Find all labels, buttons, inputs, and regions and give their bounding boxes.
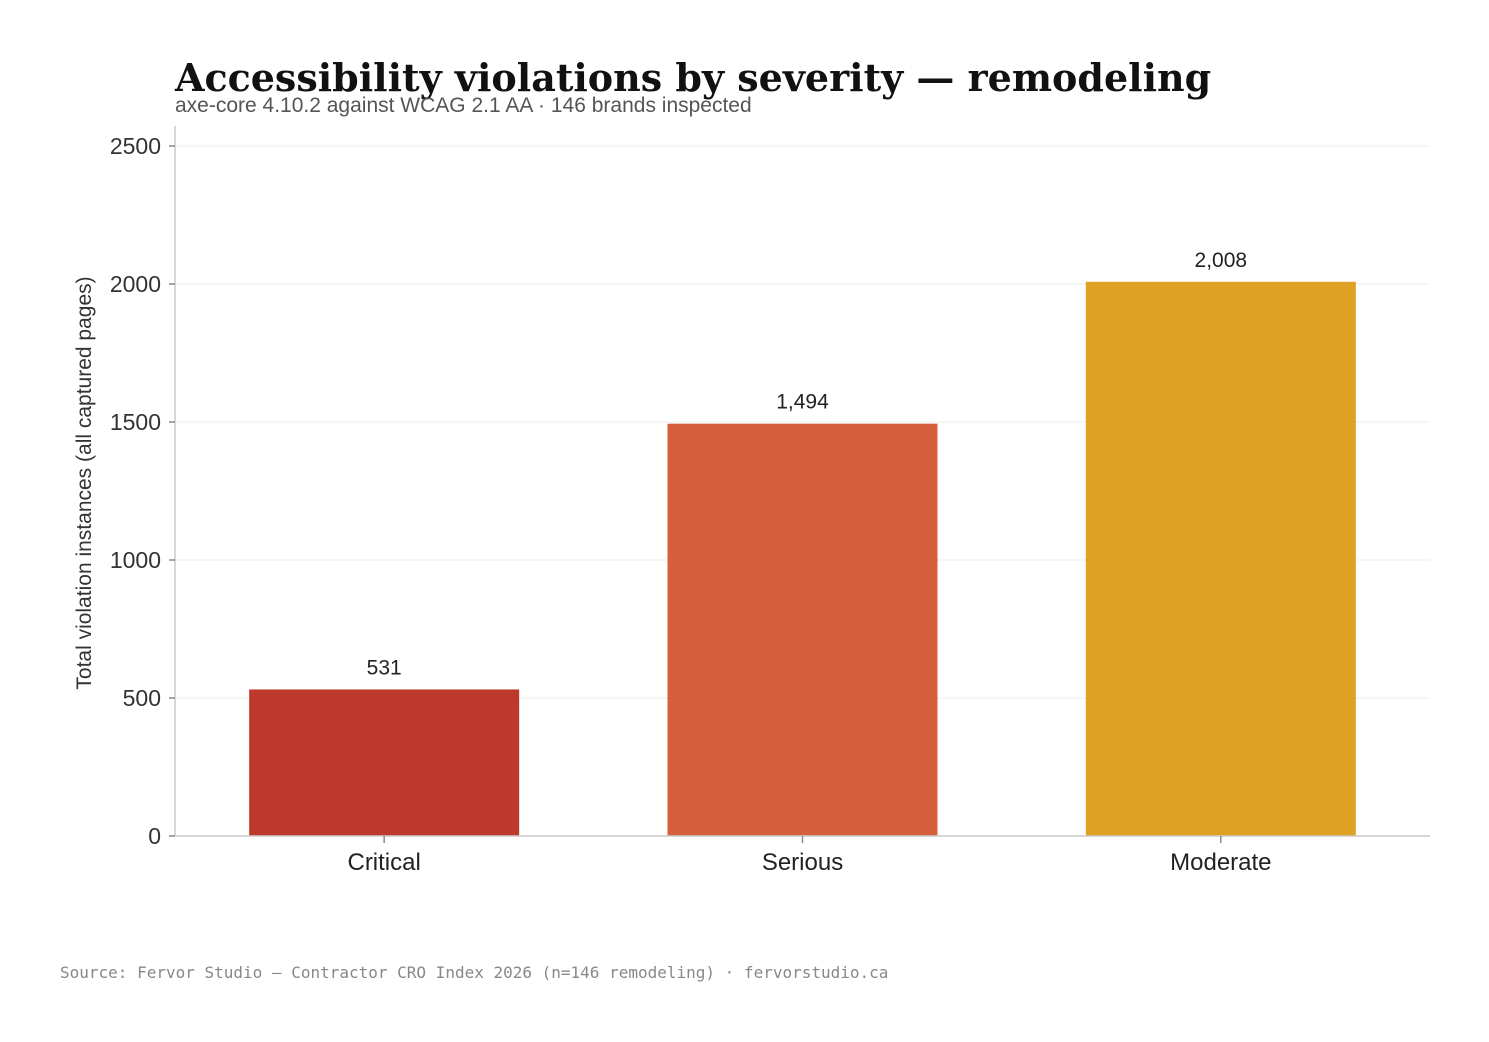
chart-subtitle: axe-core 4.10.2 against WCAG 2.1 AA · 14… — [175, 94, 752, 117]
y-tick-label: 2000 — [110, 271, 161, 297]
y-tick-label: 500 — [123, 685, 161, 711]
y-tick-label: 1500 — [110, 409, 161, 435]
data-label: 2,008 — [1195, 249, 1248, 272]
y-tick-label: 2500 — [110, 133, 161, 159]
bar-serious — [667, 423, 938, 836]
bars — [249, 281, 1356, 836]
chart-title: Accessibility violations by severity — r… — [174, 55, 1211, 100]
y-axis-label: Total violation instances (all captured … — [73, 276, 96, 689]
data-labels: 531 1,494 2,008 — [367, 249, 1247, 680]
data-label: 1,494 — [776, 391, 829, 414]
x-tick-label: Serious — [762, 849, 843, 876]
bar-critical — [249, 689, 520, 836]
x-tick-label: Critical — [347, 849, 420, 876]
y-tick-label: 1000 — [110, 547, 161, 573]
bar-moderate — [1085, 281, 1356, 836]
y-tick-label: 0 — [148, 823, 161, 849]
x-tick-label: Moderate — [1170, 849, 1271, 876]
tick-labels: 0 500 1000 1500 2000 2500 Critical Serious Moder… — [110, 133, 1272, 876]
data-label: 531 — [367, 656, 402, 679]
source-note: Source: Fervor Studio — Contractor CRO I… — [60, 963, 888, 982]
